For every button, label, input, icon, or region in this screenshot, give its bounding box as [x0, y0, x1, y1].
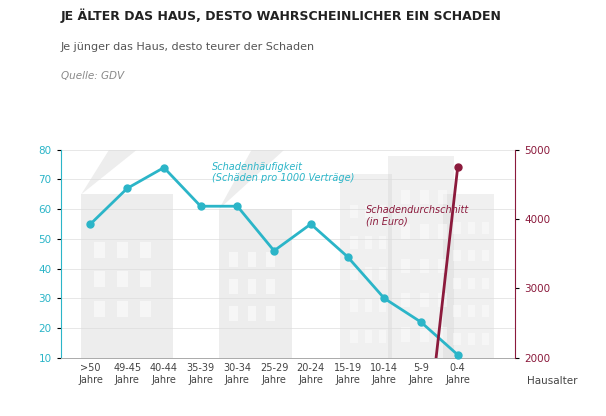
- FancyBboxPatch shape: [379, 299, 387, 312]
- Text: Quelle: GDV: Quelle: GDV: [61, 71, 124, 81]
- FancyBboxPatch shape: [401, 327, 410, 342]
- FancyBboxPatch shape: [482, 305, 489, 317]
- FancyBboxPatch shape: [248, 279, 256, 294]
- FancyBboxPatch shape: [468, 278, 475, 289]
- FancyBboxPatch shape: [482, 333, 489, 345]
- FancyBboxPatch shape: [365, 267, 372, 280]
- FancyBboxPatch shape: [229, 306, 238, 321]
- FancyBboxPatch shape: [117, 242, 128, 258]
- FancyBboxPatch shape: [401, 259, 410, 273]
- FancyBboxPatch shape: [453, 250, 461, 261]
- FancyBboxPatch shape: [229, 252, 238, 267]
- FancyBboxPatch shape: [420, 293, 429, 307]
- FancyBboxPatch shape: [438, 190, 447, 204]
- FancyBboxPatch shape: [388, 156, 454, 358]
- FancyBboxPatch shape: [468, 250, 475, 261]
- FancyBboxPatch shape: [401, 224, 410, 238]
- FancyBboxPatch shape: [379, 267, 387, 280]
- FancyBboxPatch shape: [453, 278, 461, 289]
- FancyBboxPatch shape: [420, 190, 429, 204]
- FancyBboxPatch shape: [248, 306, 256, 321]
- FancyBboxPatch shape: [350, 299, 358, 312]
- FancyBboxPatch shape: [453, 222, 461, 233]
- FancyBboxPatch shape: [420, 224, 429, 238]
- Text: Hausalter: Hausalter: [527, 376, 578, 386]
- FancyBboxPatch shape: [468, 305, 475, 317]
- FancyBboxPatch shape: [140, 300, 151, 317]
- FancyBboxPatch shape: [401, 190, 410, 204]
- FancyBboxPatch shape: [468, 222, 475, 233]
- FancyBboxPatch shape: [229, 279, 238, 294]
- FancyBboxPatch shape: [219, 209, 293, 358]
- FancyBboxPatch shape: [453, 333, 461, 345]
- Text: Schadendurchschnitt
(in Euro): Schadendurchschnitt (in Euro): [366, 205, 469, 227]
- FancyBboxPatch shape: [438, 259, 447, 273]
- Polygon shape: [219, 142, 293, 209]
- FancyBboxPatch shape: [443, 194, 494, 358]
- FancyBboxPatch shape: [94, 300, 105, 317]
- FancyBboxPatch shape: [482, 278, 489, 289]
- FancyBboxPatch shape: [340, 173, 391, 358]
- FancyBboxPatch shape: [117, 300, 128, 317]
- Text: Schadenhäufigkeit
(Schäden pro 1000 Verträge): Schadenhäufigkeit (Schäden pro 1000 Vert…: [211, 162, 354, 183]
- FancyBboxPatch shape: [94, 242, 105, 258]
- FancyBboxPatch shape: [438, 224, 447, 238]
- FancyBboxPatch shape: [420, 259, 429, 273]
- Text: JE ÄLTER DAS HAUS, DESTO WAHRSCHEINLICHER EIN SCHADEN: JE ÄLTER DAS HAUS, DESTO WAHRSCHEINLICHE…: [61, 8, 502, 23]
- FancyBboxPatch shape: [266, 306, 275, 321]
- FancyBboxPatch shape: [140, 271, 151, 287]
- FancyBboxPatch shape: [365, 299, 372, 312]
- Text: Je jünger das Haus, desto teurer der Schaden: Je jünger das Haus, desto teurer der Sch…: [61, 42, 315, 52]
- FancyBboxPatch shape: [266, 279, 275, 294]
- FancyBboxPatch shape: [438, 293, 447, 307]
- FancyBboxPatch shape: [81, 194, 173, 358]
- FancyBboxPatch shape: [420, 327, 429, 342]
- FancyBboxPatch shape: [266, 252, 275, 267]
- FancyBboxPatch shape: [379, 236, 387, 249]
- FancyBboxPatch shape: [482, 250, 489, 261]
- FancyBboxPatch shape: [140, 242, 151, 258]
- FancyBboxPatch shape: [350, 205, 358, 218]
- FancyBboxPatch shape: [365, 205, 372, 218]
- FancyBboxPatch shape: [401, 293, 410, 307]
- FancyBboxPatch shape: [94, 271, 105, 287]
- FancyBboxPatch shape: [365, 330, 372, 343]
- FancyBboxPatch shape: [350, 267, 358, 280]
- FancyBboxPatch shape: [468, 333, 475, 345]
- FancyBboxPatch shape: [379, 205, 387, 218]
- FancyBboxPatch shape: [117, 271, 128, 287]
- Polygon shape: [81, 121, 173, 194]
- FancyBboxPatch shape: [379, 330, 387, 343]
- FancyBboxPatch shape: [350, 236, 358, 249]
- FancyBboxPatch shape: [438, 327, 447, 342]
- FancyBboxPatch shape: [482, 222, 489, 233]
- FancyBboxPatch shape: [365, 236, 372, 249]
- FancyBboxPatch shape: [453, 305, 461, 317]
- FancyBboxPatch shape: [248, 252, 256, 267]
- FancyBboxPatch shape: [350, 330, 358, 343]
